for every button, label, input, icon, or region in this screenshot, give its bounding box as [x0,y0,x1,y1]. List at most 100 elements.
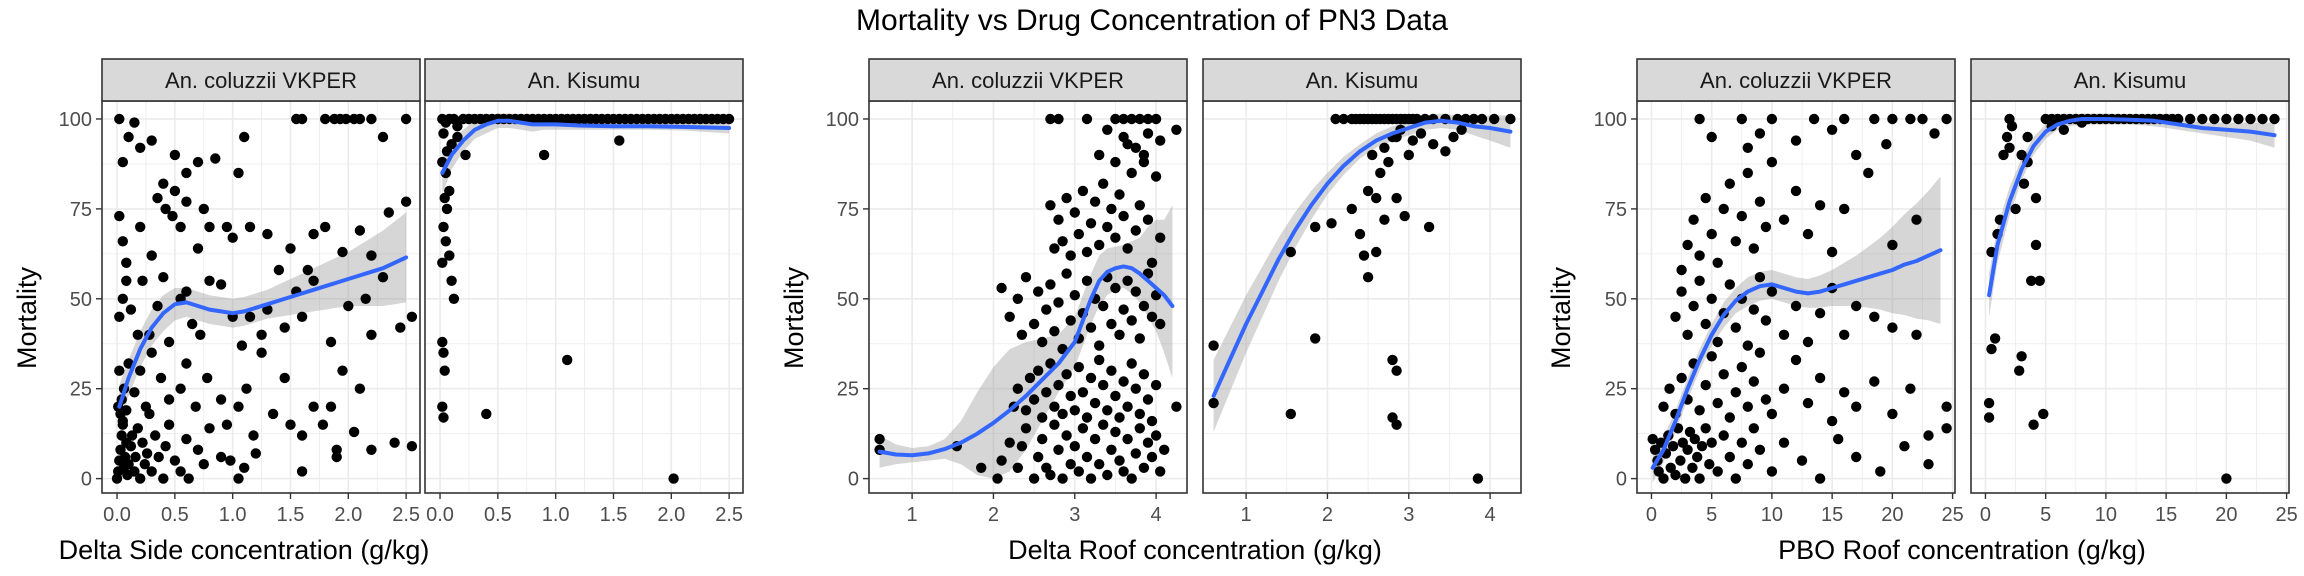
data-point [1694,250,1705,261]
data-point [1085,372,1097,384]
data-point [1682,329,1693,340]
data-point [135,365,146,376]
data-point [1748,304,1760,315]
data-point [1081,412,1093,423]
facet-strip-label: An. Kisumu [1306,68,1419,93]
data-point [175,466,186,477]
data-point [366,113,377,125]
facet-strip [1202,58,1522,102]
data-point [2014,365,2025,376]
data-point [1676,372,1687,384]
data-point [1110,156,1121,168]
data-point [160,441,171,452]
smooth-trend-line [1650,248,1943,470]
facet-strip [868,58,1188,102]
data-point [1476,113,1488,125]
data-point [1057,408,1068,420]
x-tick-label: 0 [1646,504,1657,526]
data-point [1742,459,1754,470]
data-point [1736,113,1748,125]
data-point [198,459,209,470]
data-point [1375,167,1386,179]
data-point [163,394,175,405]
data-point [996,455,1007,466]
data-point [296,311,308,322]
data-point [1700,318,1711,330]
data-point [1687,462,1698,473]
data-point [331,444,342,455]
data-point [2030,192,2042,204]
data-point [239,462,250,473]
data-point [117,156,128,168]
data-point [348,426,360,438]
data-point [1069,405,1081,416]
data-point [1905,383,1916,394]
data-point [181,167,192,179]
data-point [1146,257,1158,268]
data-point [1155,318,1166,330]
data-point [325,401,337,412]
data-point [1754,272,1766,283]
facet-body: An. coluzzii VKPER 1 2 3 4 0 25 50 75 100 An. Kisu… [826,58,1522,526]
smooth-trend-line [117,255,409,409]
data-point [1330,113,1341,125]
data-point [366,444,377,455]
data-point [1399,210,1410,222]
data-point [1110,390,1121,402]
data-point [1869,113,1880,125]
data-point [1371,192,1382,204]
data-point [438,221,449,233]
data-point [1460,113,1471,125]
data-point [1049,401,1060,412]
data-point [1102,405,1113,416]
data-point [1941,113,1952,125]
data-point [1379,214,1390,225]
data-point [1077,387,1089,398]
data-point [366,329,377,340]
data-point [169,455,181,466]
data-point [152,300,163,312]
x-tick-label: 1.0 [219,504,247,526]
data-point [1814,308,1826,319]
data-point [406,311,418,322]
data-point [1081,113,1093,125]
facet-group-2: Mortality Delta Roof concentration (g/kg… [779,58,1522,565]
data-point [2004,142,2015,153]
facet-strip [1636,58,1956,102]
data-point [121,405,132,416]
x-tick-label: 0.0 [426,504,454,526]
confidence-band [119,212,407,429]
data-point [1122,401,1133,412]
data-point [1106,365,1117,376]
data-point [1362,185,1374,197]
data-point [1126,315,1137,326]
data-point [1688,300,1699,312]
data-point [1142,128,1154,139]
data-point [198,203,209,215]
data-point [1383,156,1394,168]
data-point [1098,300,1109,312]
data-point [1106,444,1117,455]
data-point [135,221,146,233]
data-point [1911,214,1922,225]
data-point [233,167,244,179]
data-point [1700,379,1711,391]
data-point [337,365,348,376]
x-tick-label: 0 [1980,504,1991,526]
data-point [1134,408,1146,420]
data-point [1754,347,1766,358]
data-point [181,196,192,207]
data-point [1150,113,1162,125]
panel-background [425,101,743,493]
data-point [1411,113,1423,125]
y-tick-label: 100 [826,109,859,131]
data-point [1004,311,1015,322]
data-point [1041,387,1052,398]
data-point [1285,408,1297,420]
data-point [1929,128,1940,139]
data-point [1456,124,1467,135]
data-point [2028,419,2039,430]
data-point [1012,462,1023,473]
data-point [2026,275,2037,286]
